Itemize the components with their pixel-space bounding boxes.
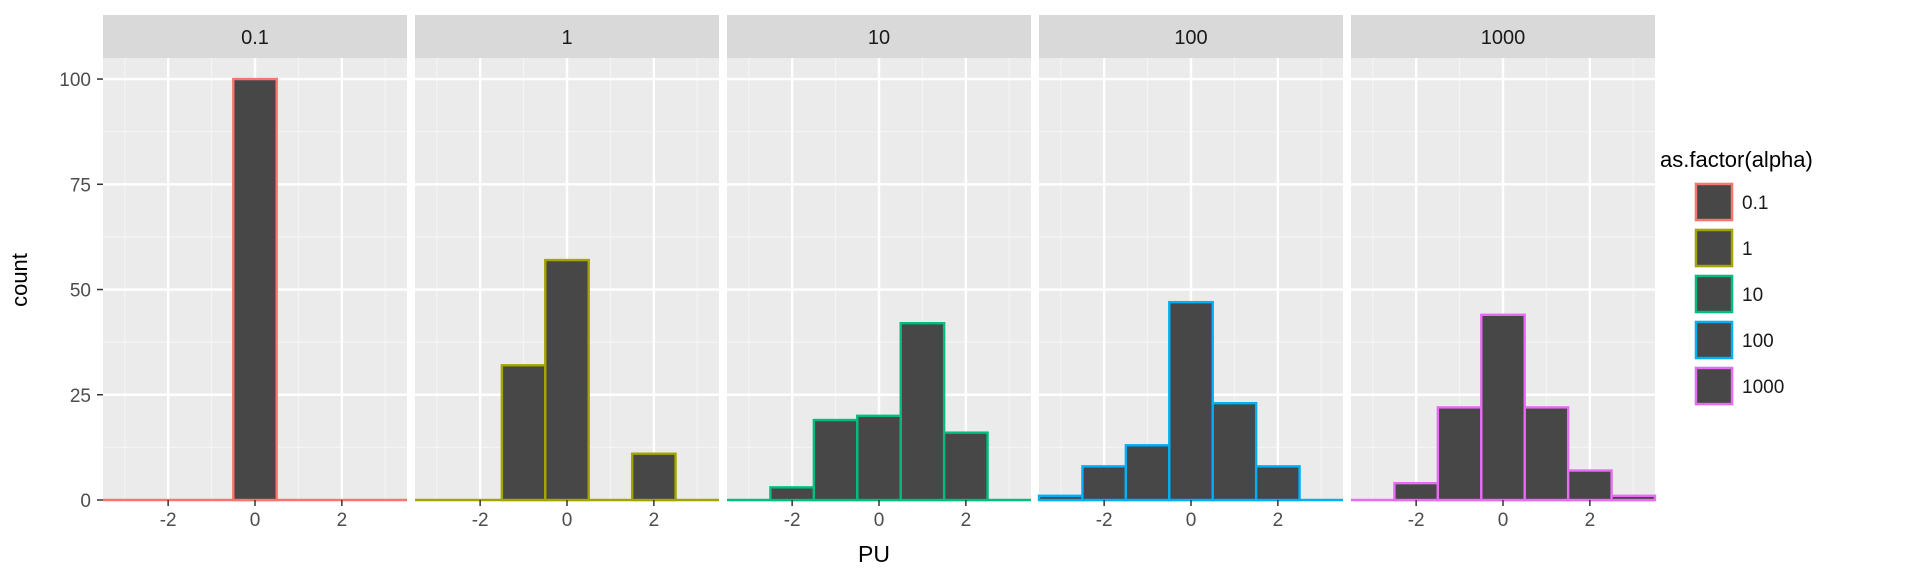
histogram-bar — [1254, 465, 1301, 502]
x-tick-label: 2 — [1273, 510, 1284, 531]
histogram-bar — [232, 77, 278, 502]
y-tick-label: 75 — [70, 175, 91, 196]
legend-key-1000 — [1694, 366, 1734, 406]
facet-panels: 0.1 -2 0 2 1 -2 0 2 10 -2 0 2 100 -2 0 2 1000 -2 0 2 — [103, 15, 1657, 531]
legend-label: 10 — [1742, 285, 1763, 306]
facet-strip-label: 1 — [561, 27, 572, 49]
facet-strip — [727, 15, 1031, 58]
facet-strip — [415, 15, 719, 58]
facet-strip — [1351, 15, 1655, 58]
legend-title: as.factor(alpha) — [1660, 147, 1813, 172]
y-tick-label: 50 — [70, 281, 91, 302]
legend-key-0.1 — [1694, 182, 1734, 222]
x-tick-label: 0 — [562, 510, 573, 531]
facet-strip-label: 100 — [1174, 27, 1207, 49]
x-tick-label: -2 — [1096, 510, 1113, 531]
facet-panel-100: 100 -2 0 2 — [1037, 15, 1343, 531]
histogram-bar — [812, 418, 859, 502]
histogram-bar — [899, 322, 946, 502]
facet-strip-label: 1000 — [1481, 27, 1526, 49]
histogram-bar — [1124, 444, 1171, 502]
x-tick-label: -2 — [784, 510, 801, 531]
histogram-bar — [1523, 406, 1570, 502]
facet-panel-1: 1 -2 0 2 — [415, 15, 719, 531]
histogram-bar — [544, 258, 590, 502]
facet-strip — [1039, 15, 1343, 58]
y-tick-label: 25 — [70, 386, 91, 407]
x-tick-label: -2 — [472, 510, 489, 531]
histogram-bar — [630, 452, 677, 502]
histogram-bar — [1480, 313, 1526, 502]
x-tick-label: 2 — [337, 510, 348, 531]
x-tick-label: 2 — [649, 510, 660, 531]
legend-key-10 — [1694, 274, 1734, 314]
x-tick-label: 2 — [1585, 510, 1596, 531]
histogram-bar — [500, 364, 547, 502]
facet-strip — [103, 15, 407, 58]
histogram-bar — [942, 431, 989, 502]
histogram-bar — [1393, 481, 1440, 502]
facet-panel-0.1: 0.1 -2 0 2 — [103, 15, 407, 531]
legend: as.factor(alpha) 0.1 1 10 100 1000 — [1660, 147, 1813, 406]
y-axis: 0 25 50 75 100 — [59, 70, 103, 512]
x-tick-label: -2 — [160, 510, 177, 531]
facet-strip-label: 10 — [868, 27, 890, 49]
histogram-bar — [1081, 465, 1128, 502]
legend-label: 0.1 — [1742, 193, 1768, 214]
histogram-bar — [1436, 406, 1483, 502]
legend-label: 1000 — [1742, 377, 1784, 398]
legend-label: 1 — [1742, 239, 1753, 260]
facet-strip-label: 0.1 — [241, 27, 269, 49]
x-tick-label: 0 — [250, 510, 261, 531]
y-tick-label: 100 — [59, 70, 91, 91]
histogram-bar — [1211, 401, 1258, 502]
facet-panel-1000: 1000 -2 0 2 — [1351, 15, 1657, 531]
x-tick-label: -2 — [1408, 510, 1425, 531]
histogram-bar — [1037, 494, 1084, 502]
legend-label: 100 — [1742, 331, 1774, 352]
y-axis-label: count — [7, 253, 32, 307]
x-tick-label: 0 — [1498, 510, 1509, 531]
histogram-bar — [769, 486, 816, 502]
x-tick-label: 0 — [1186, 510, 1197, 531]
x-tick-label: 0 — [874, 510, 885, 531]
legend-key-1 — [1694, 228, 1734, 268]
histogram-bar — [1610, 494, 1657, 502]
x-axis-label: PU — [858, 541, 890, 567]
y-tick-label: 0 — [80, 491, 91, 512]
x-tick-label: 2 — [961, 510, 972, 531]
legend-key-100 — [1694, 320, 1734, 360]
facet-panel-10: 10 -2 0 2 — [727, 15, 1031, 531]
histogram-bar — [1566, 469, 1613, 502]
histogram-bar — [1168, 300, 1214, 502]
histogram-bar — [856, 414, 902, 502]
